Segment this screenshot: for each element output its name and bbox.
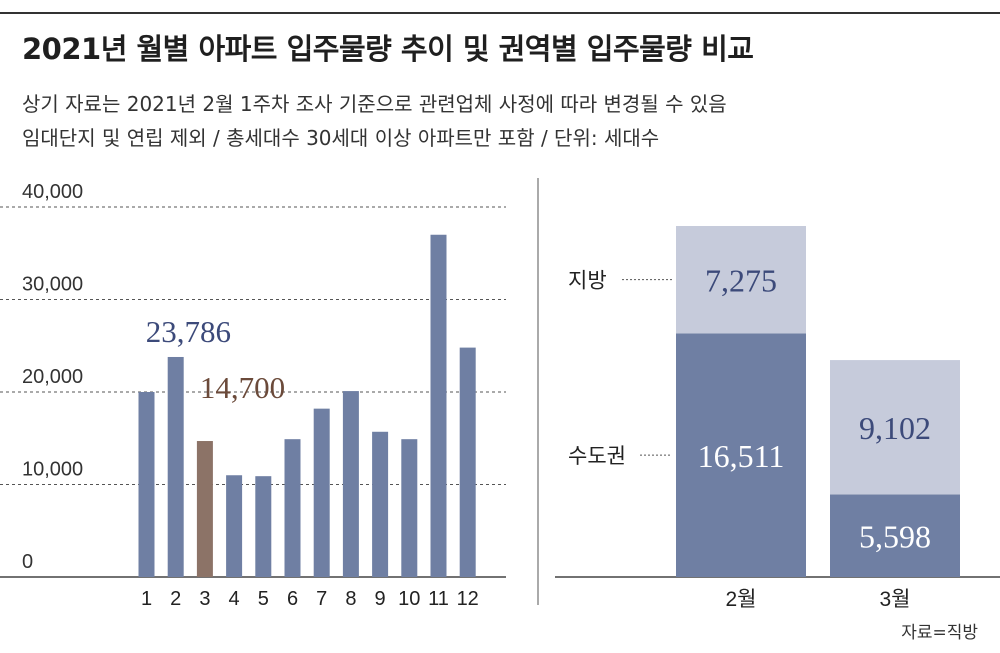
x-tick-label: 6 [287,588,298,610]
x-tick-label-right: 3월 [880,588,911,611]
bar-month-8 [342,391,359,577]
subtitle-note: 상기 자료는 2021년 2월 1주차 조사 기준으로 관련업체 사정에 따라 … [22,92,727,116]
stack-label-capital: 5,598 [859,519,931,555]
y-tick-label: 40,000 [22,181,83,203]
bar-month-9 [372,431,389,577]
x-tick-label: 7 [316,588,327,610]
stack-label-capital: 16,511 [698,438,785,474]
x-tick-label: 11 [428,588,449,610]
source-note: 자료=직방 [901,623,978,643]
y-tick-label: 0 [22,551,33,573]
x-tick-label: 1 [141,588,152,610]
bar-month-10 [401,439,418,577]
chart-title: 2021년 월별 아파트 입주물량 추이 및 권역별 입주물량 비교 [22,32,754,66]
x-tick-label: 5 [258,588,269,610]
bar-month-2 [167,356,184,577]
y-tick-label: 10,000 [22,459,83,481]
bar-month-5 [255,476,272,577]
bar-month-4 [226,475,243,577]
legend-capital: 수도권 [568,445,626,468]
bar-month-12 [459,347,476,577]
annotation-feb: 23,786 [146,314,231,349]
legend-local: 지방 [568,270,607,293]
x-tick-label: 10 [398,588,420,610]
stack-local-3 [830,360,960,495]
stack-capital-3 [830,494,960,577]
stack-capital-2 [676,333,806,577]
bar-month-6 [284,439,301,577]
stack-label-local: 9,102 [859,410,931,446]
stack-local-2 [676,226,806,334]
subtitle-scope: 임대단지 및 연립 제외 / 총세대수 30세대 이상 아파트만 포함 / 단위… [22,126,660,150]
x-tick-label: 2 [170,588,181,610]
annotation-mar: 14,700 [200,370,285,405]
x-tick-label: 8 [345,588,356,610]
bar-month-1 [138,392,155,577]
y-tick-label: 20,000 [22,366,83,388]
y-tick-label: 30,000 [22,274,83,296]
x-tick-label: 3 [199,588,210,610]
x-tick-label: 4 [229,588,240,610]
bar-month-7 [313,408,330,577]
x-tick-label: 12 [457,588,479,610]
bar-month-3 [196,441,213,577]
x-tick-label-right: 2월 [726,588,757,611]
x-tick-label: 9 [375,588,386,610]
stack-label-local: 7,275 [705,263,777,299]
top-rule [0,12,1000,14]
bar-month-11 [430,234,447,577]
